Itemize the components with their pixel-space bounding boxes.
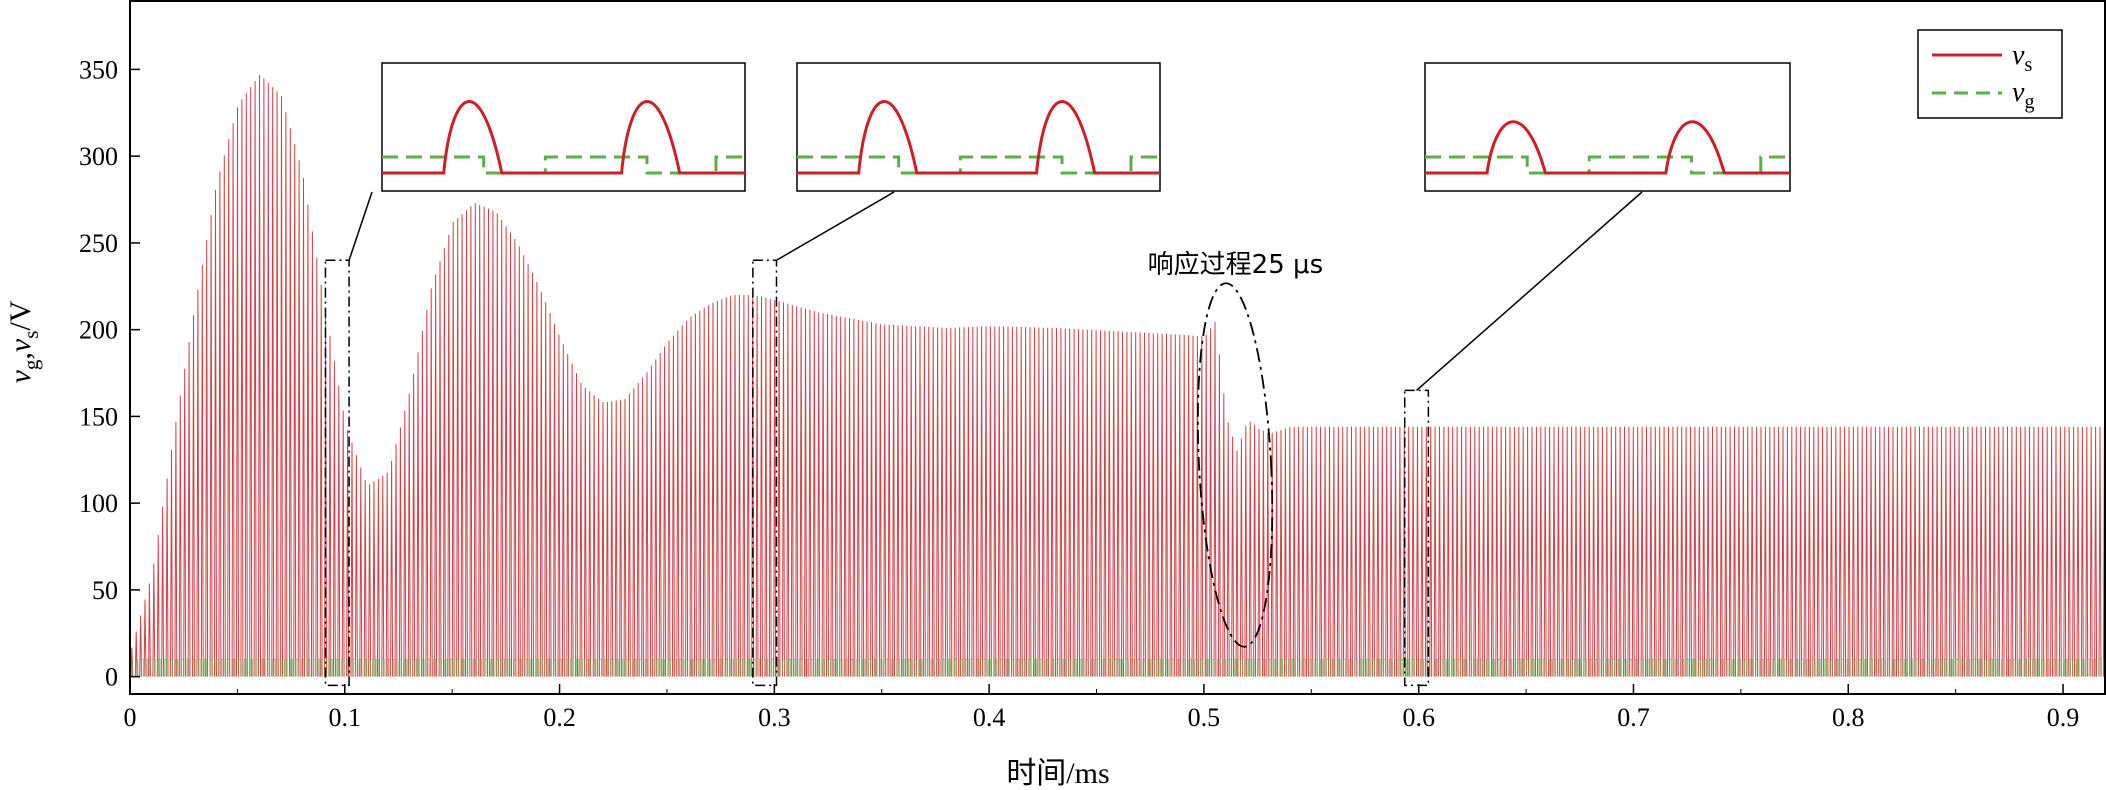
x-tick-label: 0.5: [1188, 703, 1221, 732]
zoom-markers: [324, 191, 1643, 687]
y-tick-label: 0: [105, 663, 118, 692]
inset-vg-2: [797, 155, 1160, 175]
x-tick-label: 0.9: [2047, 703, 2080, 732]
inset-vg-3: [1425, 155, 1790, 175]
series-vs-waveform: [130, 74, 2106, 677]
response-ellipse-shape: [1196, 282, 1274, 648]
x-tick-label: 0.8: [1832, 703, 1865, 732]
legend-box: [1917, 29, 2063, 119]
plot-frame: [129, 0, 2106, 695]
inset-vs-3: [1425, 120, 1790, 175]
y-tick-label: 100: [79, 489, 118, 518]
x-tick-label: 0.7: [1617, 703, 1650, 732]
zoom-connector-3: [1416, 191, 1643, 391]
y-tick-label: 300: [79, 142, 118, 171]
zoom-rect-3: [1403, 389, 1430, 687]
inset-box-2: [796, 62, 1161, 192]
y-tick-label: 50: [92, 576, 118, 605]
zoom-connector-2: [776, 191, 895, 261]
y-tick-label: 250: [79, 229, 118, 258]
x-tick-label: 0.4: [973, 703, 1006, 732]
response-ellipse: [1196, 282, 1274, 648]
inset-zoom-panels: [381, 62, 1791, 192]
inset-vg-1: [382, 155, 745, 175]
inset-panel-3: [1424, 62, 1791, 192]
x-tick-label: 0.1: [329, 703, 362, 732]
inset-vs-1: [382, 100, 745, 175]
zoom-rect-2: [752, 259, 778, 687]
plot-border: [129, 0, 2106, 695]
y-tick-label: 350: [79, 55, 118, 84]
inset-panel-2: [796, 62, 1161, 192]
annotation-response-process: 响应过程25 μs: [1148, 250, 1323, 280]
y-tick-label: 200: [79, 316, 118, 345]
y-axis-ticks: 0 50 100 150 200 250 300 350: [79, 55, 140, 692]
legend-vs-label: vs: [2012, 40, 2032, 76]
legend: vs vg: [1917, 29, 2063, 119]
legend-vg-label: vg: [2012, 77, 2034, 113]
inset-box-3: [1424, 62, 1791, 192]
y-axis-label: vg,vs/V: [4, 300, 43, 383]
zoom-connector-1: [348, 191, 373, 261]
vs-waveform-path: [130, 74, 2106, 677]
x-tick-label: 0: [124, 703, 137, 732]
inset-box-1: [381, 62, 746, 192]
x-tick-label: 0.2: [543, 703, 576, 732]
y-tick-label: 150: [79, 402, 118, 431]
inset-panel-1: [381, 62, 746, 192]
x-tick-label: 0.6: [1402, 703, 1435, 732]
x-tick-label: 0.3: [758, 703, 791, 732]
x-axis-label: 时间/ms: [1006, 757, 1109, 790]
x-axis-ticks: 0 0.1 0.2 0.3 0.4 0.5 0.6 0.7 0.8 0.9: [124, 684, 2080, 732]
inset-vs-2: [797, 100, 1160, 175]
zoom-rect-1: [324, 259, 350, 687]
